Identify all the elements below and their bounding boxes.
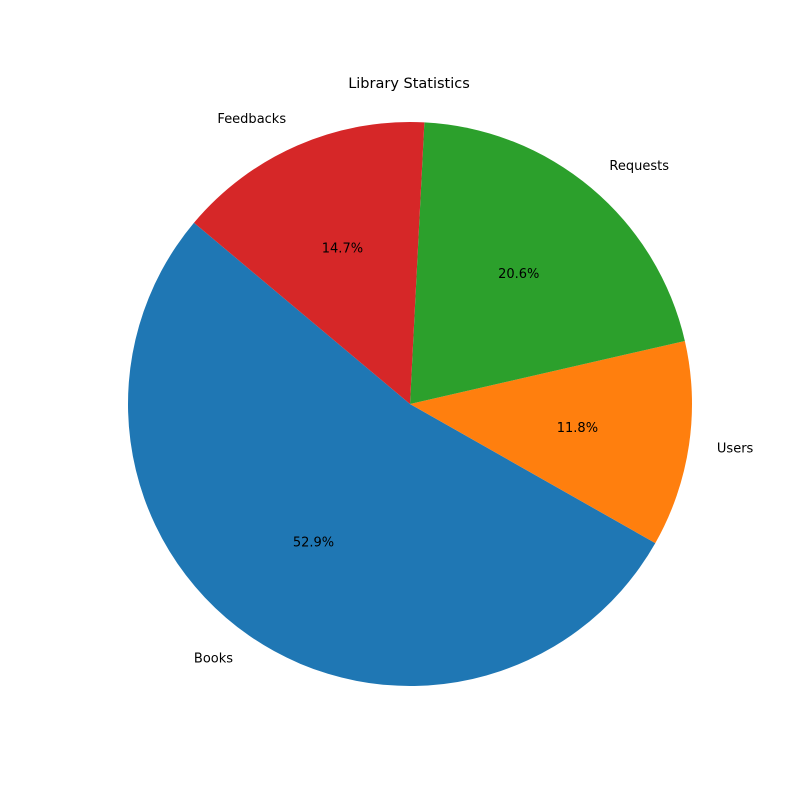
pie-slice-users — [410, 340, 692, 544]
slice-label-requests: Requests — [609, 159, 669, 174]
slice-label-feedbacks: Feedbacks — [217, 112, 286, 127]
percent-label-books: 52.9% — [293, 535, 334, 550]
slice-label-books: Books — [194, 651, 233, 666]
pie-labels: Books 52.9% Users 11.8% Requests 20.6% Feedbac… — [194, 112, 754, 666]
pie-slice-requests — [410, 122, 685, 404]
slice-label-users: Users — [717, 441, 754, 456]
percent-label-users: 11.8% — [557, 421, 598, 436]
pie-slice-feedbacks — [193, 122, 425, 405]
percent-label-requests: 20.6% — [498, 267, 539, 282]
percent-label-feedbacks: 14.7% — [322, 241, 363, 256]
pie-slice-books — [128, 222, 656, 686]
chart-title: Library Statistics — [348, 76, 470, 92]
pie-slices — [128, 122, 692, 686]
